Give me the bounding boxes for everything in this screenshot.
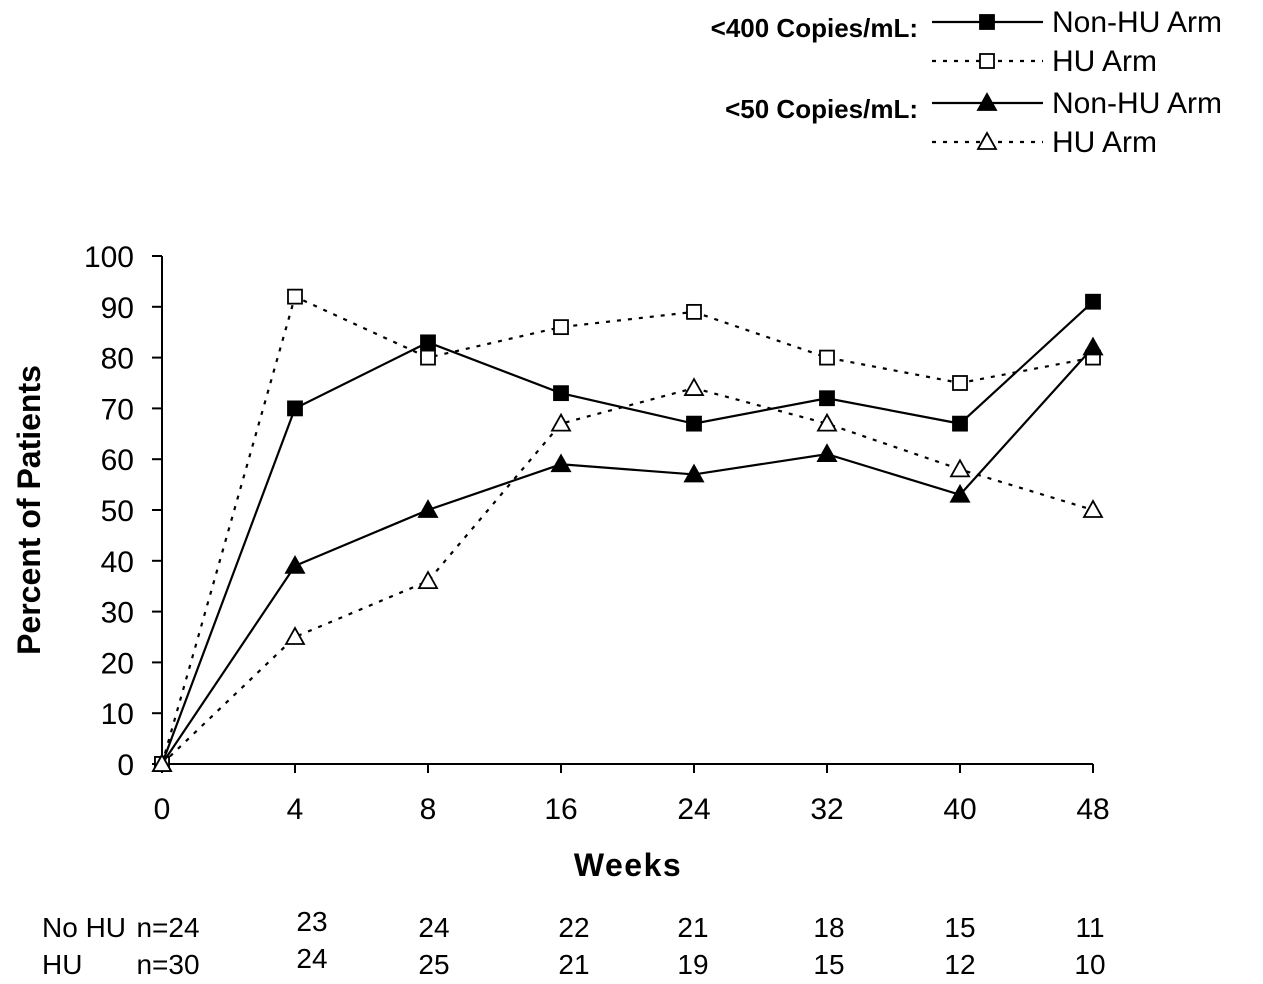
x-tick-label: 0 — [154, 793, 171, 826]
y-tick-label: 100 — [84, 241, 134, 274]
n-table-cell: 15 — [813, 949, 844, 980]
n-table-cell: 15 — [944, 912, 975, 943]
data-point — [1082, 336, 1104, 356]
n-table-cell: 25 — [418, 949, 449, 980]
n-table: No HU n=24 23 24 22 21 18 15 11 HU n=30 24 25 21 19 15 1… — [42, 906, 1106, 980]
data-point — [417, 499, 439, 518]
data-point — [284, 555, 306, 574]
x-tick-label: 16 — [544, 793, 577, 826]
legend-marker — [979, 14, 995, 30]
data-point — [949, 483, 971, 503]
legend-group-title: <50 Copies/mL: — [725, 94, 918, 124]
x-tick-label: 4 — [287, 793, 304, 826]
y-tick-label: 50 — [101, 495, 134, 528]
data-point — [952, 375, 968, 391]
data-point — [420, 349, 436, 366]
legend-entry-label: HU Arm — [1052, 45, 1157, 78]
data-point — [949, 458, 971, 478]
x-tick-label: 24 — [677, 793, 710, 826]
n-table-row-label: HU — [42, 949, 82, 980]
n-table-cell: n=30 — [136, 949, 199, 980]
n-table-cell: n=24 — [136, 912, 199, 943]
data-point — [553, 319, 569, 336]
legend-entry-label: Non-HU Arm — [1052, 6, 1222, 39]
data-point — [420, 334, 436, 351]
data-point — [550, 412, 572, 432]
data-point — [816, 412, 838, 432]
data-point — [686, 303, 702, 320]
y-tick-label: 70 — [101, 393, 134, 426]
n-table-cell: 12 — [944, 949, 975, 980]
data-point — [417, 570, 439, 590]
legend-entry-label: HU Arm — [1052, 126, 1157, 159]
legend-entry-label: Non-HU Arm — [1052, 87, 1222, 120]
n-table-cell: 10 — [1074, 949, 1105, 980]
legend-marker — [979, 53, 995, 69]
data-point — [816, 443, 838, 463]
n-table-cell: 11 — [1075, 912, 1104, 943]
legend-group-title: <400 Copies/mL: — [711, 13, 918, 43]
data-point — [1082, 499, 1104, 518]
series-line — [160, 300, 1094, 765]
series-1 — [154, 288, 1101, 772]
x-tick-label: 8 — [420, 793, 437, 826]
x-tick-label: 32 — [810, 793, 843, 826]
y-tick-label: 30 — [101, 597, 134, 630]
y-tick-label: 90 — [101, 292, 134, 325]
n-table-cell: 18 — [813, 912, 844, 943]
n-table-cell: 22 — [558, 912, 589, 943]
legend-marker — [976, 131, 998, 150]
series-0 — [154, 293, 1101, 772]
data-point — [151, 753, 173, 772]
n-table-cell: 23 — [296, 906, 327, 937]
y-tick-label: 60 — [101, 444, 134, 477]
data-point — [553, 385, 569, 402]
n-table-row-label: No HU — [42, 912, 126, 943]
n-table-cell: 21 — [558, 949, 589, 980]
legend: <400 Copies/mL: Non-HU Arm HU Arm <50 Copie… — [711, 6, 1222, 159]
series-line — [161, 346, 1094, 765]
x-axis-title: Weeks — [574, 847, 682, 883]
series-line — [160, 295, 1094, 765]
data-point — [1085, 293, 1101, 310]
data-point — [287, 400, 303, 417]
y-tick-label: 80 — [101, 343, 134, 376]
data-point — [819, 349, 835, 366]
y-tick-label: 20 — [101, 647, 134, 680]
x-tick-label: 48 — [1076, 793, 1109, 826]
n-table-cell: 19 — [677, 949, 708, 980]
series-line — [161, 386, 1094, 765]
data-point — [287, 288, 303, 305]
data-point — [686, 415, 702, 432]
n-table-cell: 24 — [296, 943, 327, 974]
data-point — [683, 377, 705, 396]
series-layer — [151, 288, 1104, 772]
legend-marker — [976, 92, 998, 111]
y-tick-label: 0 — [117, 749, 134, 782]
data-point — [683, 463, 705, 483]
x-tick-label: 40 — [943, 793, 976, 826]
series-2 — [151, 336, 1104, 772]
y-tick-label: 10 — [101, 698, 134, 731]
y-tick-label: 40 — [101, 546, 134, 579]
y-axis-title: Percent of Patients — [11, 365, 47, 655]
data-point — [819, 390, 835, 407]
data-point — [952, 415, 968, 432]
n-table-cell: 24 — [418, 912, 449, 943]
n-table-cell: 21 — [677, 912, 708, 943]
data-point — [550, 453, 572, 473]
data-point — [284, 626, 306, 645]
series-3 — [151, 377, 1104, 772]
